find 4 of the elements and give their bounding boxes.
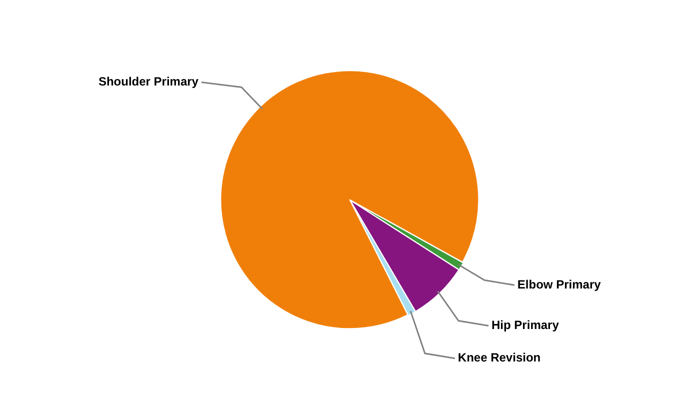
slice-label: Elbow Primary (517, 277, 602, 292)
slice-label: Shoulder Primary (98, 74, 199, 89)
slice-label: Hip Primary (492, 318, 560, 332)
slice-label: Knee Revision (458, 350, 541, 365)
